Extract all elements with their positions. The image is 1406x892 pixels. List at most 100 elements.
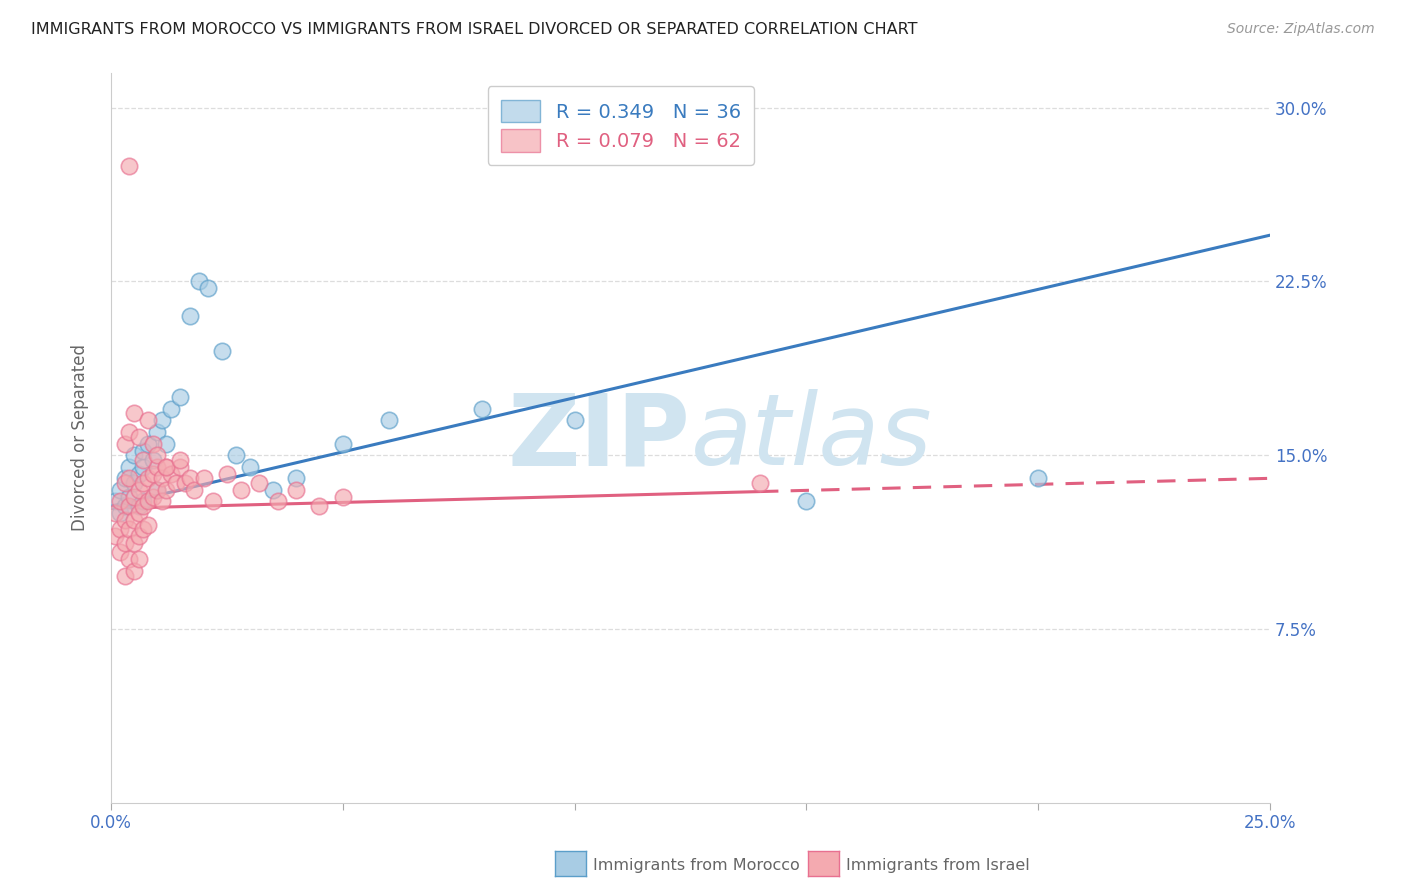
Point — [118, 490, 141, 504]
Point — [215, 467, 238, 481]
Point — [150, 413, 173, 427]
Point — [332, 436, 354, 450]
Point — [114, 513, 136, 527]
Point — [749, 475, 772, 490]
Point — [108, 494, 131, 508]
Point — [128, 506, 150, 520]
Point — [128, 499, 150, 513]
Point — [155, 459, 177, 474]
Point — [104, 506, 127, 520]
Point — [146, 459, 169, 474]
Point — [201, 494, 224, 508]
Point — [146, 425, 169, 439]
Point — [136, 471, 159, 485]
Point — [122, 536, 145, 550]
Point — [132, 475, 155, 490]
Point — [211, 343, 233, 358]
Point — [179, 309, 201, 323]
Point — [108, 483, 131, 497]
Point — [141, 436, 163, 450]
Point — [132, 494, 155, 508]
Point — [108, 506, 131, 520]
Point — [118, 471, 141, 485]
Point — [128, 467, 150, 481]
Point — [122, 407, 145, 421]
Point — [1028, 471, 1050, 485]
Point — [285, 471, 308, 485]
Y-axis label: Divorced or Separated: Divorced or Separated — [72, 344, 89, 532]
Point — [197, 281, 219, 295]
Point — [187, 275, 209, 289]
Point — [108, 545, 131, 559]
Text: IMMIGRANTS FROM MOROCCO VS IMMIGRANTS FROM ISRAEL DIVORCED OR SEPARATED CORRELAT: IMMIGRANTS FROM MOROCCO VS IMMIGRANTS FR… — [31, 22, 918, 37]
Point — [193, 471, 215, 485]
Point — [136, 494, 159, 508]
Text: Immigrants from Israel: Immigrants from Israel — [846, 858, 1031, 872]
Point — [146, 448, 169, 462]
Point — [114, 475, 136, 490]
Point — [141, 467, 163, 481]
Point — [114, 568, 136, 582]
Point — [332, 490, 354, 504]
Point — [122, 475, 145, 490]
Point — [128, 429, 150, 443]
Point — [132, 499, 155, 513]
Point — [114, 499, 136, 513]
Point — [141, 452, 163, 467]
Point — [239, 459, 262, 474]
Point — [122, 490, 145, 504]
Point — [128, 529, 150, 543]
Point — [108, 522, 131, 536]
Point — [128, 483, 150, 497]
Point — [132, 452, 155, 467]
Point — [114, 471, 136, 485]
Point — [118, 552, 141, 566]
Point — [118, 159, 141, 173]
Point — [122, 513, 145, 527]
Point — [132, 522, 155, 536]
Point — [118, 499, 141, 513]
Point — [183, 483, 205, 497]
Point — [225, 448, 247, 462]
Legend: R = 0.349   N = 36, R = 0.079   N = 62: R = 0.349 N = 36, R = 0.079 N = 62 — [488, 87, 755, 165]
Point — [104, 494, 127, 508]
Point — [146, 483, 169, 497]
Point — [122, 564, 145, 578]
Point — [229, 483, 252, 497]
Point — [114, 536, 136, 550]
Point — [169, 390, 191, 404]
Point — [174, 475, 197, 490]
Point — [155, 459, 177, 474]
Text: atlas: atlas — [690, 389, 932, 486]
Point — [247, 475, 270, 490]
Point — [128, 552, 150, 566]
Point — [160, 401, 183, 416]
Point — [169, 459, 191, 474]
Point — [262, 483, 284, 497]
Point — [179, 471, 201, 485]
Point — [285, 483, 308, 497]
Text: Source: ZipAtlas.com: Source: ZipAtlas.com — [1227, 22, 1375, 37]
Point — [136, 436, 159, 450]
Point — [150, 471, 173, 485]
Point — [118, 522, 141, 536]
Point — [165, 475, 187, 490]
Point — [118, 459, 141, 474]
Point — [267, 494, 290, 508]
Point — [118, 425, 141, 439]
Point — [155, 483, 177, 497]
Point — [150, 494, 173, 508]
Point — [136, 517, 159, 532]
Point — [471, 401, 494, 416]
Point — [122, 448, 145, 462]
Point — [132, 443, 155, 458]
Point — [104, 529, 127, 543]
Point — [141, 490, 163, 504]
Point — [136, 413, 159, 427]
Point — [796, 494, 818, 508]
Point — [378, 413, 401, 427]
Point — [155, 436, 177, 450]
Point — [114, 436, 136, 450]
Point — [308, 499, 330, 513]
Point — [564, 413, 586, 427]
